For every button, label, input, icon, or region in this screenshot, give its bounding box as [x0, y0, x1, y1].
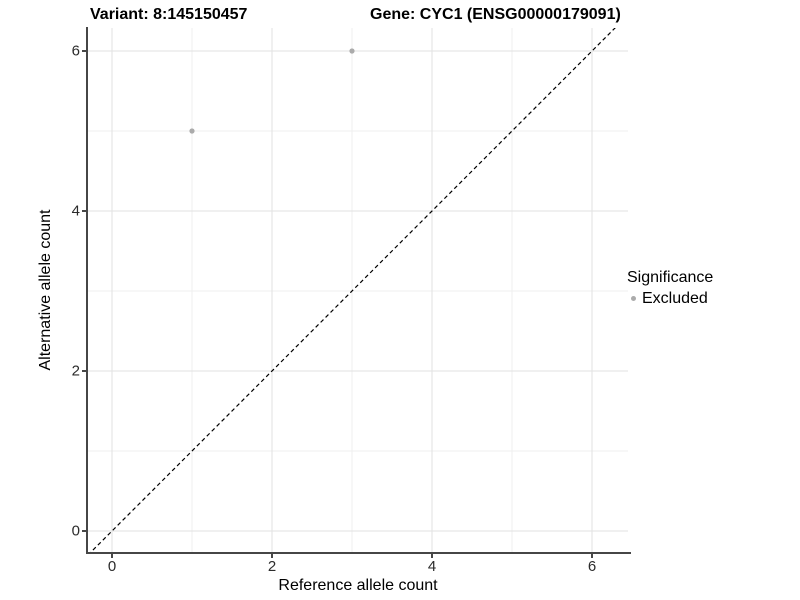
x-tick-mark — [591, 554, 593, 558]
y-tick-label: 6 — [71, 42, 80, 60]
x-tick-label: 0 — [107, 558, 117, 575]
gene-title: Gene: CYC1 (ENSG00000179091) — [370, 6, 621, 23]
chart-svg — [88, 28, 628, 552]
y-tick-label: 4 — [71, 202, 80, 220]
x-tick-mark — [431, 554, 433, 558]
x-tick-label: 2 — [267, 558, 277, 575]
y-tick-mark — [82, 370, 86, 372]
data-point — [189, 128, 195, 134]
x-tick-label: 6 — [587, 558, 597, 575]
identity-line — [90, 28, 616, 552]
x-tick-mark — [271, 554, 273, 558]
data-point — [349, 48, 355, 54]
legend: Significance Excluded — [627, 267, 713, 309]
legend-label-excluded: Excluded — [642, 290, 708, 307]
legend-marker-excluded — [631, 296, 636, 301]
x-tick-label: 4 — [427, 558, 437, 575]
y-tick-mark — [82, 50, 86, 52]
y-tick-label: 2 — [71, 362, 80, 380]
y-tick-mark — [82, 210, 86, 212]
y-axis-line — [86, 27, 88, 554]
x-tick-mark — [111, 554, 113, 558]
y-tick-label: 0 — [71, 522, 80, 540]
variant-title: Variant: 8:145150457 — [90, 6, 248, 23]
legend-title: Significance — [627, 269, 714, 286]
x-axis-label: Reference allele count — [278, 577, 438, 594]
legend-item-excluded: Excluded — [627, 288, 713, 309]
plot-panel — [88, 28, 628, 552]
x-axis-line — [86, 552, 631, 554]
y-tick-mark — [82, 530, 86, 532]
